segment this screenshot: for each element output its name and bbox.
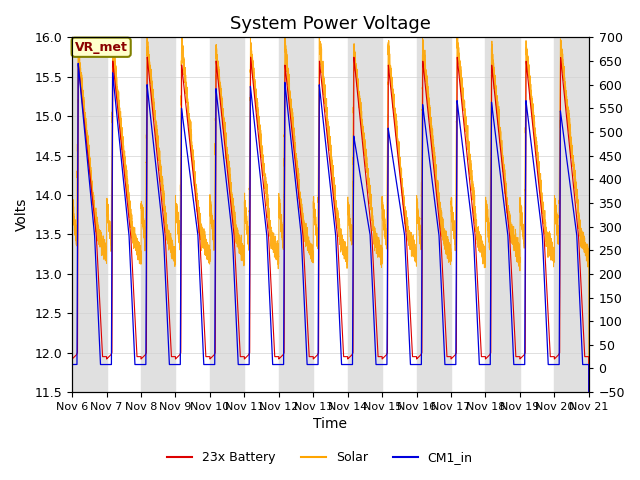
X-axis label: Time: Time bbox=[314, 418, 348, 432]
Bar bbox=[72, 37, 107, 392]
Y-axis label: Volts: Volts bbox=[15, 198, 29, 231]
Title: System Power Voltage: System Power Voltage bbox=[230, 15, 431, 33]
Bar bbox=[554, 37, 589, 392]
Bar bbox=[417, 37, 451, 392]
Bar bbox=[210, 37, 244, 392]
Legend: 23x Battery, Solar, CM1_in: 23x Battery, Solar, CM1_in bbox=[163, 446, 477, 469]
Bar bbox=[279, 37, 313, 392]
Text: VR_met: VR_met bbox=[75, 41, 127, 54]
Bar bbox=[141, 37, 175, 392]
Bar bbox=[486, 37, 520, 392]
Bar bbox=[348, 37, 382, 392]
